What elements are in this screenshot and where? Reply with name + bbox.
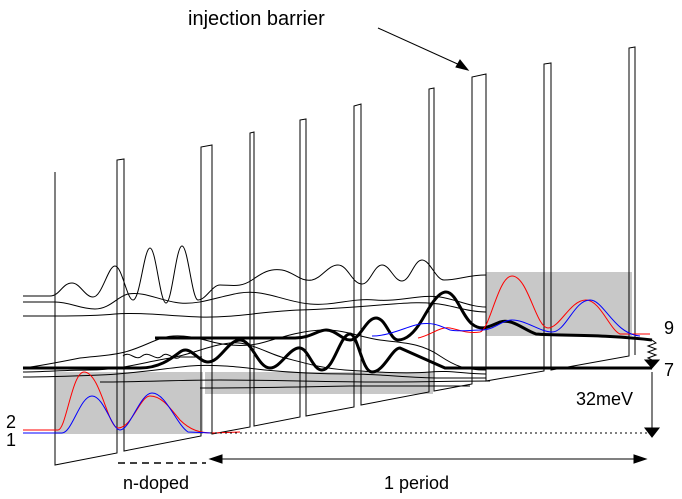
wavefunction-level-2-right <box>417 275 650 339</box>
n-doped-label: n-doped <box>123 473 189 493</box>
shaded-region-left <box>55 372 203 434</box>
wavefunctions-colored <box>23 275 650 434</box>
wavefunction-lower-b <box>22 342 487 375</box>
period-label: 1 period <box>384 473 449 493</box>
wavefunction-level-9 <box>155 290 653 342</box>
shaded-regions <box>55 272 632 434</box>
shaded-region-middle <box>205 372 433 394</box>
wavefunction-level-7 <box>23 332 652 374</box>
injection-barrier-pointer <box>377 27 470 71</box>
wavefunction-upper-a <box>23 245 487 304</box>
wavefunctions-thick <box>23 290 653 374</box>
wavefunction-lower-f <box>122 353 202 359</box>
injection-barrier-label: injection barrier <box>188 8 325 30</box>
wavefunction-lower-a <box>22 329 487 371</box>
wavefunction-lower-c <box>22 364 486 379</box>
level-7-label: 7 <box>664 360 674 380</box>
wavefunction-level-1-left <box>23 392 213 434</box>
level-1-label: 1 <box>6 430 16 450</box>
wavefunction-upper-c <box>23 302 487 318</box>
wavefunction-lower-d <box>99 379 491 383</box>
shaded-region-right <box>486 272 632 336</box>
wavefunctions-thin <box>22 245 491 389</box>
level-9-to-7-zigzag-arrow <box>643 339 661 369</box>
energy-gap-arrow <box>643 372 661 438</box>
wavefunction-upper-b <box>23 291 487 310</box>
energy-label: 32meV <box>576 389 633 409</box>
level-2-label: 2 <box>6 412 16 432</box>
period-arrow <box>208 454 648 464</box>
level-9-label: 9 <box>664 318 674 338</box>
wavefunction-level-1-right <box>371 299 641 337</box>
wavefunction-lower-e <box>199 385 470 389</box>
